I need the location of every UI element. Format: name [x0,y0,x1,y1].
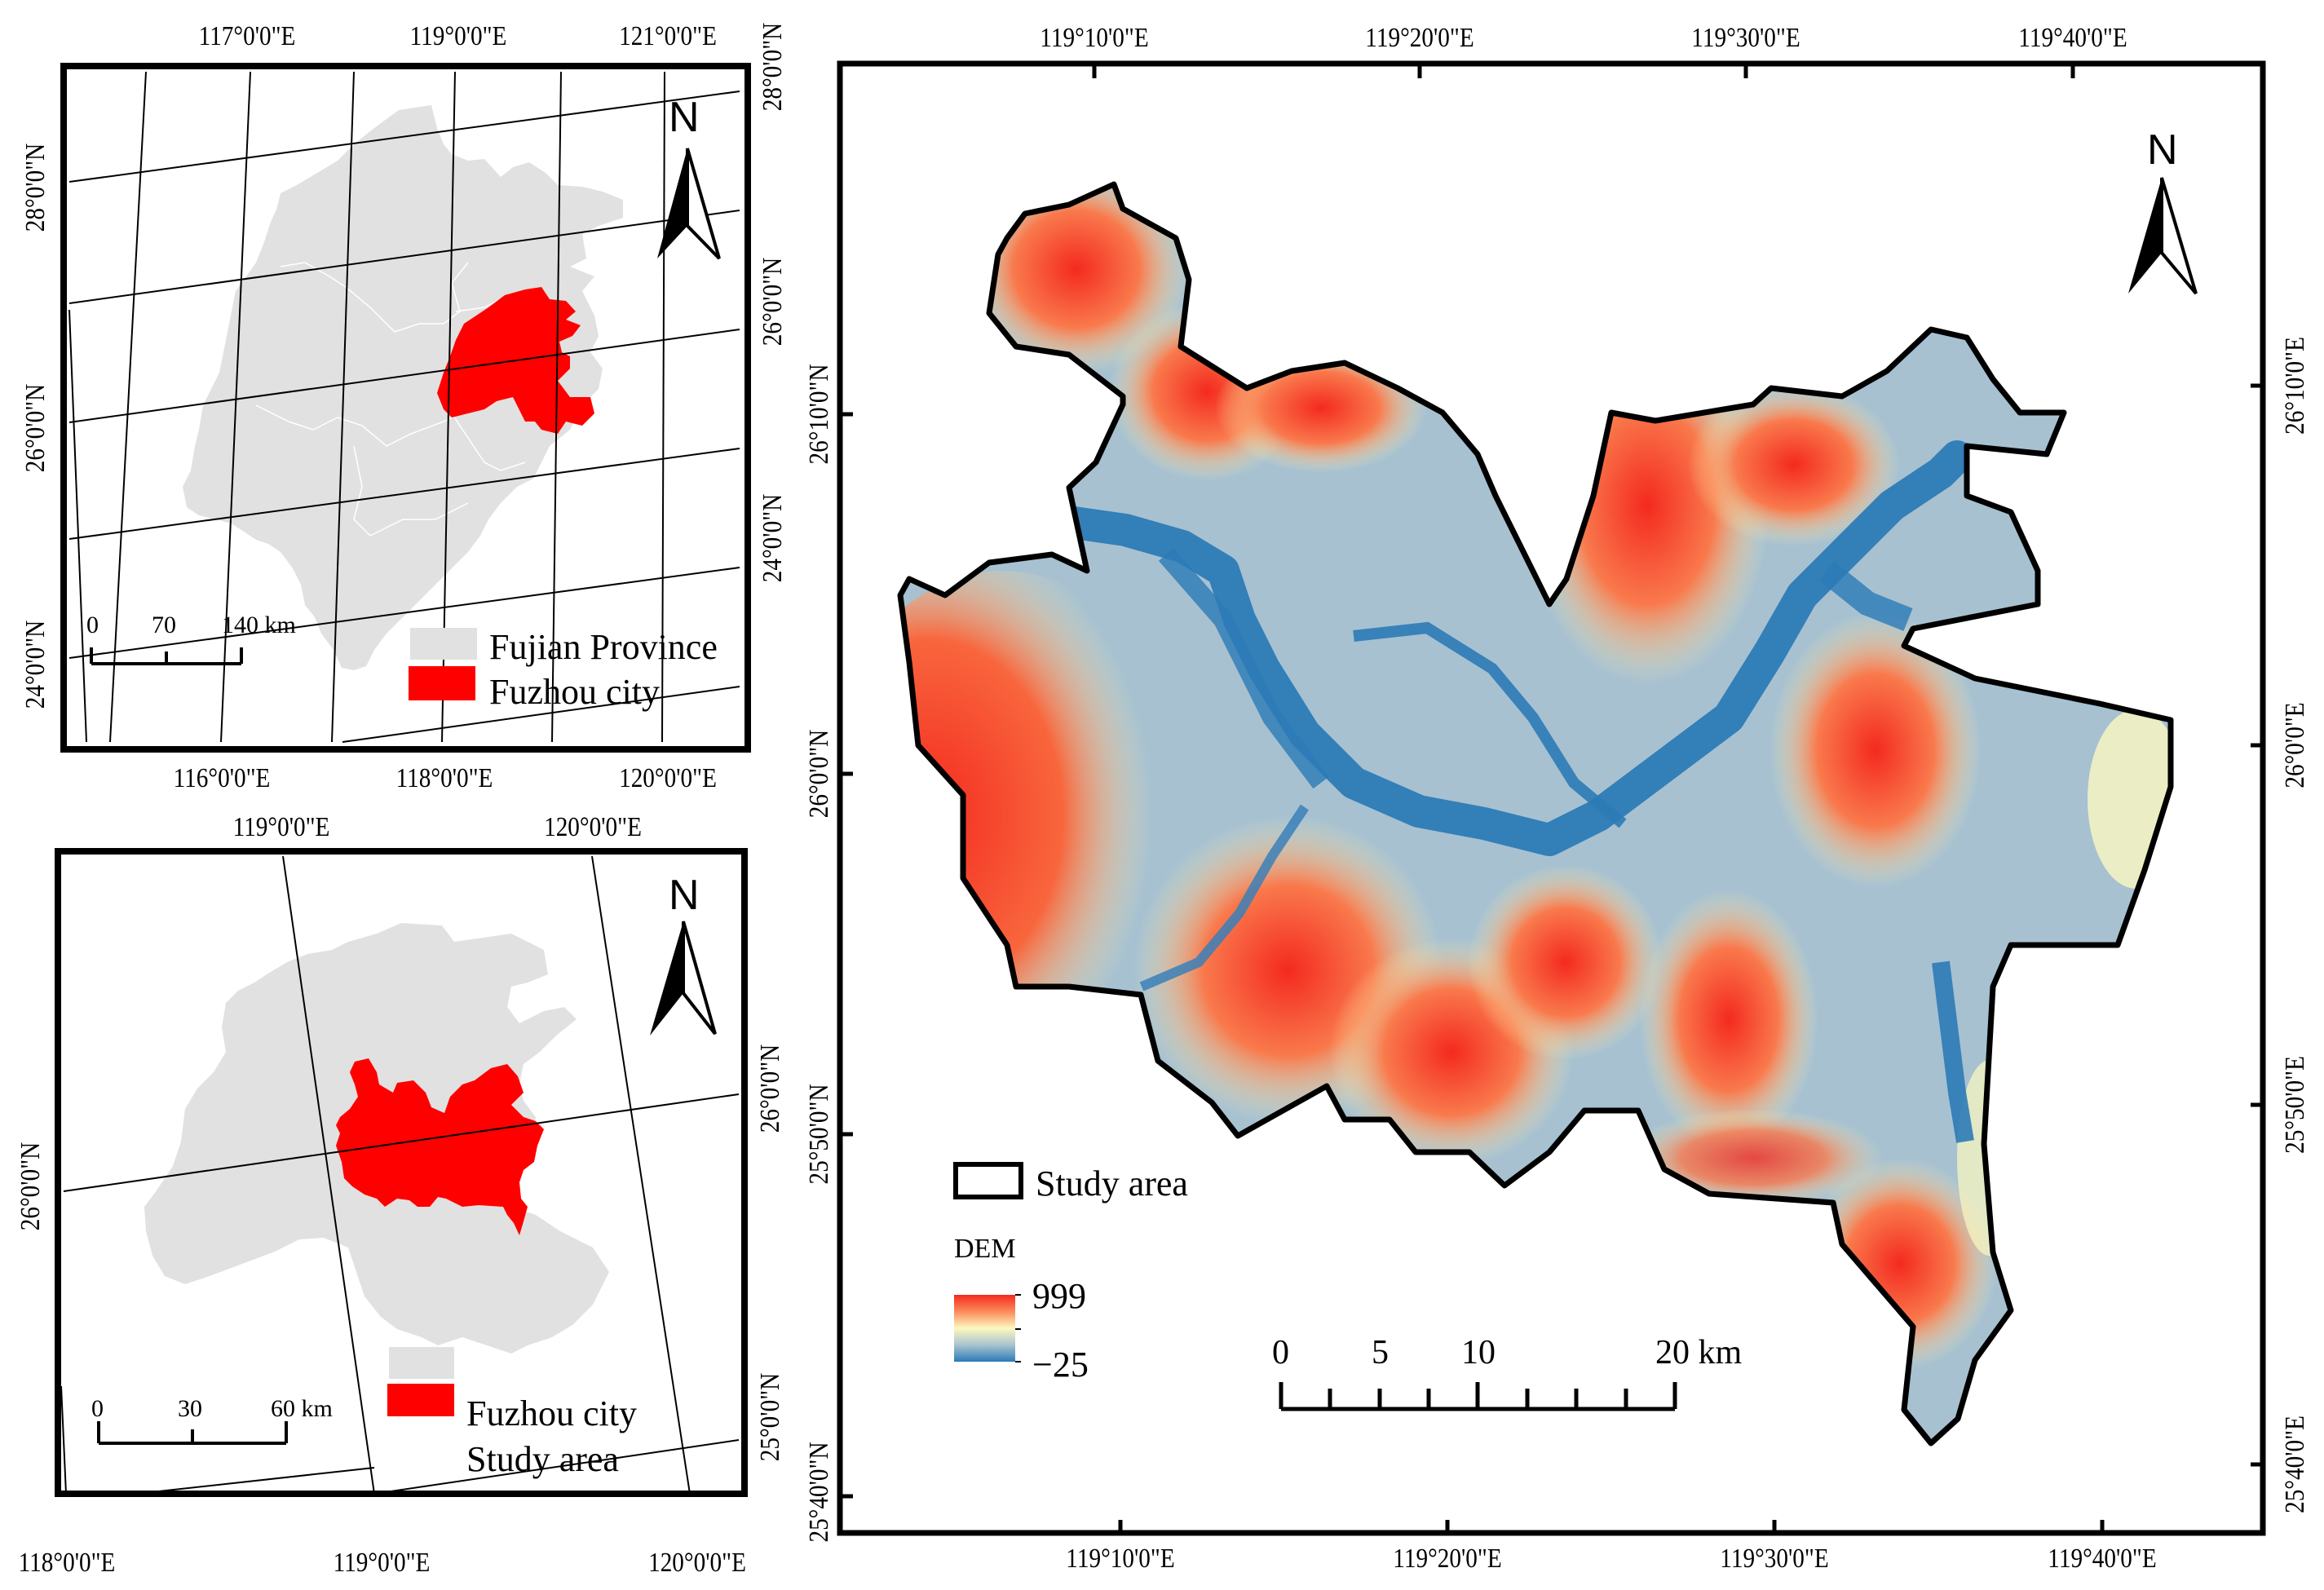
dem-legend-title: DEM [954,1234,1016,1264]
city-scale-bar [97,1421,288,1445]
legend-label-study-area: Study area [1036,1164,1188,1204]
city-top-label: 120°0'0"E [544,812,642,842]
province-bottom-label: 120°0'0"E [619,763,717,793]
city-top-label: 119°0'0"E [232,812,330,842]
main-bottom-label: 119°40'0"E [2048,1544,2157,1574]
main-map-frame [837,60,2266,1536]
legend-swatch-fujian [410,628,477,660]
city-map-frame [55,848,748,1497]
legend-label-fujian: Fujian Province [489,627,718,667]
main-top-label: 119°40'0"E [2018,23,2127,53]
city-map-canvas [55,848,748,1497]
main-scale-label: 5 [1372,1334,1389,1371]
main-bottom-label: 119°20'0"E [1393,1544,1502,1574]
province-scale-label: 70 [152,612,176,638]
province-bottom-label: 118°0'0"E [395,763,493,793]
main-bottom-label: 119°30'0"E [1720,1544,1829,1574]
legend-swatch-fuzhou [409,666,475,700]
fujian-province-shape [183,105,623,670]
province-map-frame [60,63,751,753]
city-bottom-label: 120°0'0"E [648,1548,746,1578]
city-scale-label: 30 [178,1395,202,1422]
dem-max-label: 999 [1032,1276,1086,1316]
city-bottom-label: 119°0'0"E [333,1548,431,1578]
legend-label-study-area: Study area [466,1439,619,1479]
city-graticule [60,855,740,1495]
north-arrow-icon [2128,178,2162,294]
dem-min-label: −25 [1032,1345,1089,1385]
legend-swatch-study-area [387,1384,454,1416]
province-scale-label: 140 km [222,612,296,638]
legend-study-area-swatch [953,1162,1023,1199]
main-bottom-label: 119°10'0"E [1066,1544,1175,1574]
main-scale-label: 20 km [1655,1334,1743,1371]
north-arrow-icon [657,148,687,258]
province-map-canvas [60,63,751,753]
dem-colorbar [954,1295,1015,1362]
main-top-label: 119°30'0"E [1691,23,1800,53]
province-scale-bar [90,647,243,665]
main-scale-bar [1279,1382,1677,1411]
north-arrow-icon [650,921,683,1036]
legend-label-fuzhou: Fuzhou city [489,672,660,712]
province-top-label: 121°0'0"E [619,21,717,51]
main-scale-label: 10 [1461,1334,1496,1371]
province-top-label: 117°0'0"E [198,21,296,51]
city-scale-label: 0 [91,1395,104,1422]
main-ticks [842,65,2261,1531]
legend-label-fuzhou: Fuzhou city [466,1393,637,1433]
province-scale-label: 0 [86,612,99,638]
province-north-label: N [669,94,700,141]
city-scale-label: 60 km [271,1395,333,1422]
province-graticule [68,71,740,743]
legend-swatch-fuzhou [389,1347,454,1379]
city-north-label: N [669,872,700,919]
province-top-label: 119°0'0"E [409,21,507,51]
main-top-label: 119°10'0"E [1040,23,1149,53]
main-north-label: N [2147,126,2178,174]
main-scale-label: 0 [1272,1334,1289,1371]
study-area-shape [336,1058,544,1235]
main-top-label: 119°20'0"E [1365,23,1474,53]
river [1052,440,1973,856]
city-bottom-label: 118°0'0"E [18,1548,116,1578]
province-bottom-label: 116°0'0"E [173,763,271,793]
